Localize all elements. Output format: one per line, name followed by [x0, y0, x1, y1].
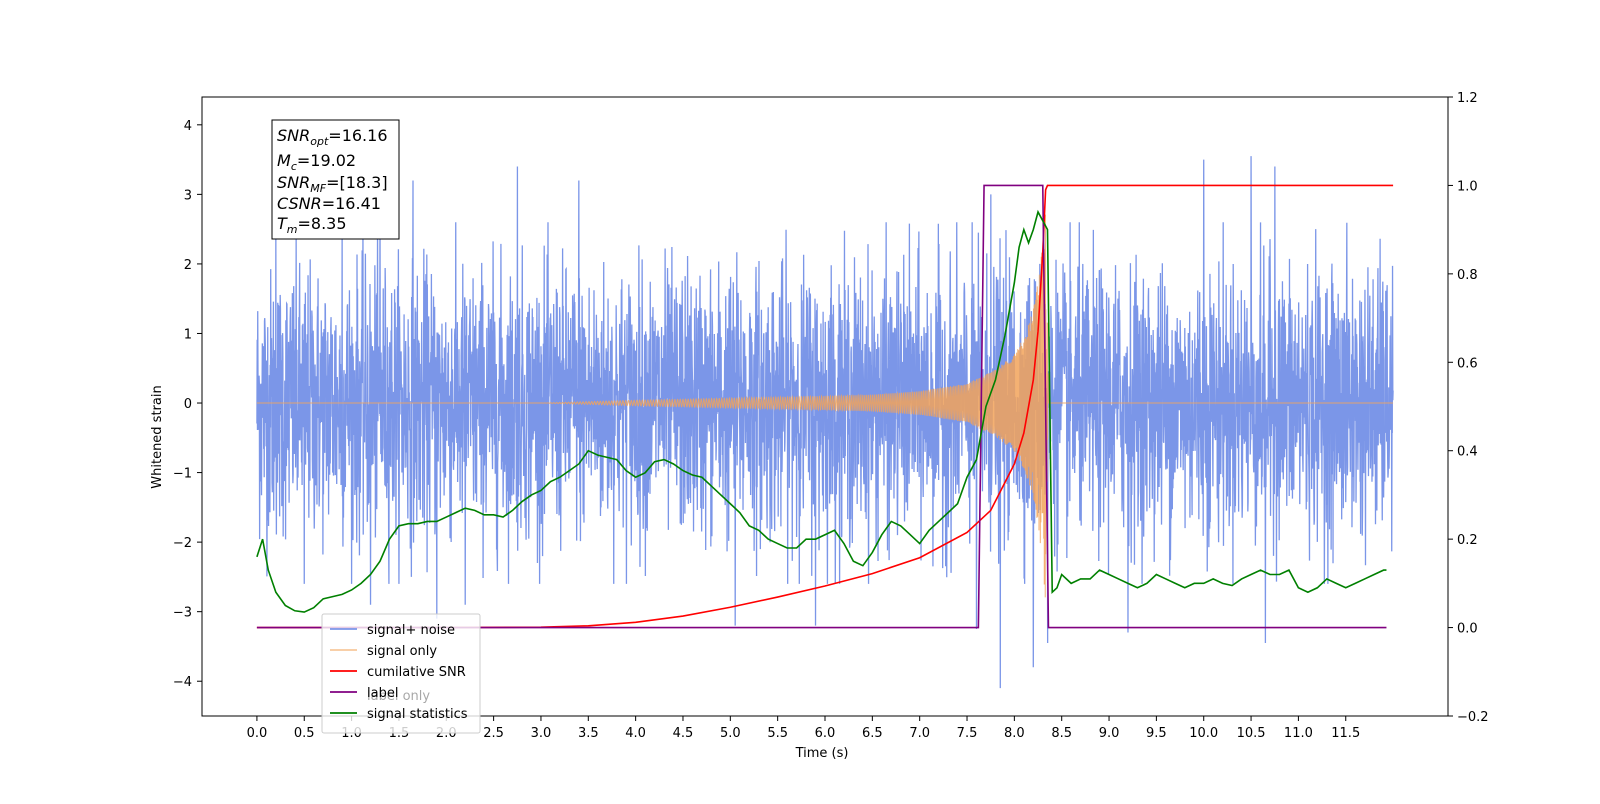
x-tick-label: 3.5 — [578, 726, 599, 741]
legend-frame — [321, 613, 481, 734]
annotation-snr-mf: SNRMF=[18.3] — [277, 173, 388, 195]
y-right-tick-label: 1.0 — [1457, 179, 1478, 194]
x-tick-label: 7.0 — [909, 726, 930, 741]
legend-label: signal+ noise — [367, 623, 455, 638]
plot-series — [256, 156, 1394, 689]
y-right-tick-label: 0.4 — [1457, 445, 1478, 460]
annotation-snr-opt: SNRopt=16.16 — [277, 126, 388, 148]
legend: signal+ noise signal only cumilative SNR la… — [321, 613, 481, 734]
annotation-tm: Tm=8.35 — [277, 214, 347, 236]
x-tick-label: 10.0 — [1189, 726, 1218, 741]
series-cumulative-snr — [256, 184, 1394, 629]
annotation-csnr: CSNR=16.41 — [277, 194, 381, 213]
y-left-tick-label: 1 — [184, 327, 192, 342]
stats-annotation-box: SNRopt=16.16 Mc=19.02 SNRMF=[18.3] CSNR=… — [271, 119, 400, 240]
series-label — [256, 184, 1387, 629]
y-left-tick-label: 3 — [184, 188, 192, 203]
x-tick-label: 6.5 — [862, 726, 883, 741]
x-tick-label: 5.0 — [720, 726, 741, 741]
x-tick-label: 9.5 — [1146, 726, 1167, 741]
y-right-tick-label: −0.2 — [1457, 710, 1489, 725]
y-right-axis-ticks: 1.2 1.0 0.8 0.6 0.4 0.2 0.0 −0.2 — [1448, 91, 1489, 725]
x-tick-label: 4.5 — [673, 726, 694, 741]
x-tick-label: 11.0 — [1284, 726, 1313, 741]
y-right-tick-label: 0.8 — [1457, 268, 1478, 283]
y-left-tick-label: 4 — [184, 119, 192, 134]
x-tick-label: 6.0 — [815, 726, 836, 741]
x-tick-label: 2.5 — [483, 726, 504, 741]
x-tick-label: 8.5 — [1051, 726, 1072, 741]
x-tick-label: 3.0 — [531, 726, 552, 741]
x-tick-label: 8.0 — [1004, 726, 1025, 741]
legend-label: label — [367, 686, 398, 701]
y-right-tick-label: 0.6 — [1457, 356, 1478, 371]
y-left-tick-label: −4 — [173, 675, 192, 690]
y-left-tick-label: 0 — [184, 397, 192, 412]
y-axis-label: Whitened strain — [150, 385, 165, 488]
series-signal-only — [256, 214, 1394, 598]
series-signal-noise — [256, 156, 1394, 689]
y-right-tick-label: 1.2 — [1457, 91, 1478, 106]
legend-label: signal statistics — [367, 707, 468, 722]
y-left-tick-label: −2 — [173, 536, 192, 551]
x-tick-label: 9.0 — [1099, 726, 1120, 741]
x-tick-label: 10.5 — [1237, 726, 1266, 741]
y-right-tick-label: 0.2 — [1457, 533, 1478, 548]
y-left-axis-ticks: 4 3 2 1 0 −1 −2 −3 −4 — [173, 119, 202, 690]
y-right-tick-label: 0.0 — [1457, 622, 1478, 637]
y-left-tick-label: 2 — [184, 258, 192, 273]
annotation-frame — [271, 119, 400, 240]
legend-label-label-only: label only — [367, 689, 430, 704]
legend-label: cumilative SNR — [367, 665, 466, 680]
x-axis-label: Time (s) — [795, 746, 849, 761]
series-signal-statistics — [256, 209, 1387, 613]
legend-label: signal only — [367, 644, 437, 659]
x-tick-label: 7.5 — [957, 726, 978, 741]
x-tick-label: 0.5 — [294, 726, 315, 741]
y-left-tick-label: −3 — [173, 606, 192, 621]
annotation-mc: Mc=19.02 — [277, 151, 356, 173]
x-tick-label: 11.5 — [1331, 726, 1360, 741]
x-tick-label: 0.0 — [247, 726, 268, 741]
y-left-tick-label: −1 — [173, 467, 192, 482]
x-tick-label: 4.0 — [625, 726, 646, 741]
x-tick-label: 5.5 — [767, 726, 788, 741]
